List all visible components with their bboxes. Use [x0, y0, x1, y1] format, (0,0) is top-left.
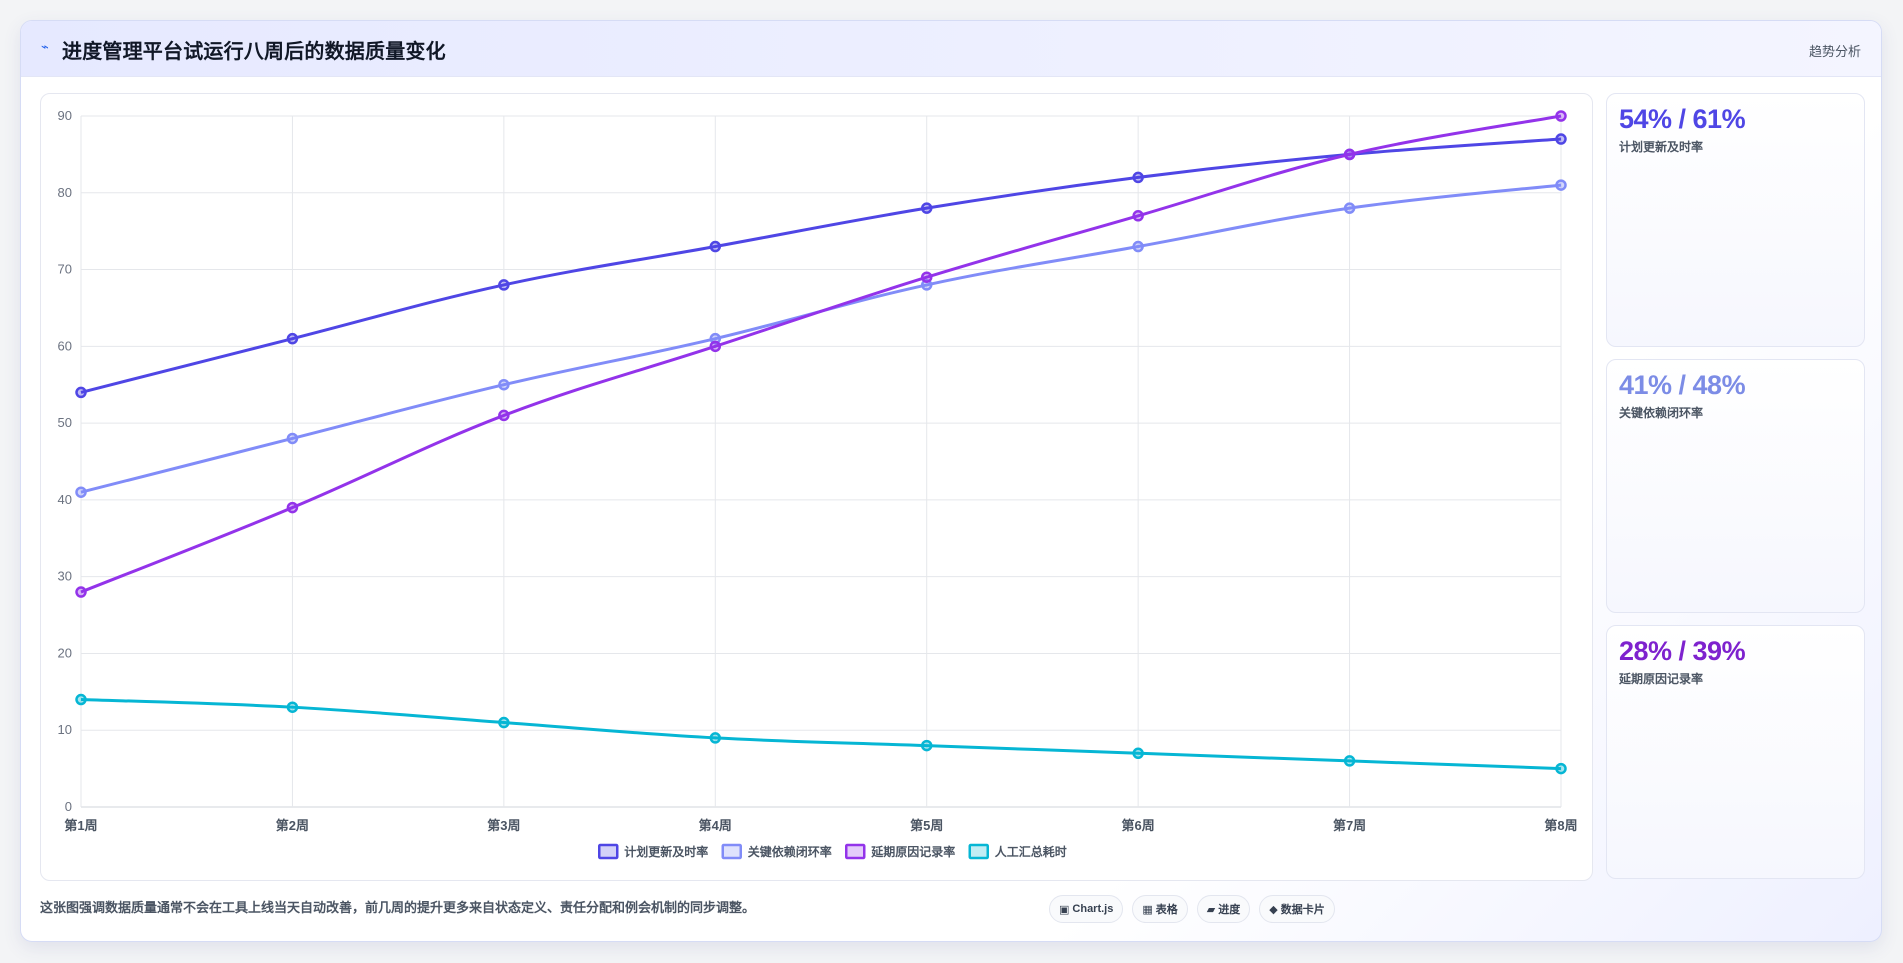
kpi-label: 延期原因记录率: [1619, 672, 1704, 686]
kpi-card-plan-update: 54% / 61% 计划更新及时率: [1606, 93, 1865, 347]
data-point: [498, 279, 510, 291]
chart-line-icon: ⌁: [41, 39, 49, 54]
data-point: [498, 378, 510, 391]
legend-label: 计划更新及时率: [624, 844, 708, 859]
y-tick-label: 10: [58, 722, 72, 737]
y-tick-label: 50: [58, 415, 72, 430]
chip-label: 表格: [1155, 904, 1178, 916]
series-line-2: [80, 183, 1562, 494]
footer-note: 这张图强调数据质量通常不会在工具上线当天自动改善，前几周的提升更多来自状态定义、…: [40, 900, 756, 915]
card-header: ⌁ 进度管理平台试运行八周后的数据质量变化 趋势分析: [21, 21, 1881, 77]
kpi-label: 计划更新及时率: [1619, 140, 1704, 154]
data-point: [1555, 110, 1567, 122]
x-tick-label: 第4周: [699, 818, 732, 833]
legend-swatch: [968, 843, 989, 860]
data-point: [286, 701, 299, 713]
series-line-1: [80, 137, 1562, 394]
x-tick-label: 第1周: [64, 818, 97, 833]
data-point: [1343, 202, 1356, 214]
series-line-4: [80, 698, 1562, 771]
data-point: [1343, 148, 1356, 161]
line-chart: 0 10 20 30 40 50 60 70 80 90 第1周 第2周 第3周 第4周 第5周 第6周 第7周…: [58, 108, 1578, 860]
data-point: [709, 340, 722, 353]
data-point: [286, 501, 299, 514]
chip-progress[interactable]: ▰ 进度: [1196, 895, 1251, 923]
data-point: [1343, 755, 1356, 767]
page-title: 进度管理平台试运行八周后的数据质量变化: [62, 41, 446, 63]
data-point: [1555, 762, 1567, 775]
kpi-value: 28% / 39%: [1619, 636, 1746, 666]
kpi-label: 关键依赖闭环率: [1619, 406, 1704, 420]
x-tick-label: 第5周: [910, 818, 943, 833]
kpi-card-dependency-closure: 41% / 48% 关键依赖闭环率: [1606, 359, 1865, 613]
tag-chips: ▣ Chart.js ▦ 表格 ▰ 进度 ◆ 数据卡片: [1049, 895, 1335, 923]
data-card-icon: ◆: [1269, 903, 1278, 916]
data-point: [709, 332, 722, 345]
y-tick-label: 70: [58, 262, 72, 277]
x-tick-label: 第8周: [1544, 818, 1577, 833]
data-point: [920, 279, 933, 291]
chip-label: 数据卡片: [1280, 904, 1325, 916]
x-tick-label: 第6周: [1122, 818, 1155, 833]
data-point: [286, 432, 299, 445]
data-point: [75, 693, 87, 706]
y-tick-label: 80: [58, 185, 72, 200]
chip-label: 进度: [1218, 904, 1241, 916]
data-point: [920, 739, 933, 752]
y-tick-label: 30: [58, 569, 72, 584]
data-point: [75, 586, 87, 598]
y-tick-label: 90: [58, 108, 72, 123]
data-point: [75, 386, 87, 399]
legend-label: 延期原因记录率: [870, 844, 955, 859]
y-tick-label: 0: [65, 799, 72, 814]
legend-label: 关键依赖闭环率: [748, 844, 832, 859]
data-point: [920, 271, 933, 283]
x-tick-label: 第3周: [487, 818, 520, 833]
data-point: [709, 240, 722, 253]
chip-label: Chart.js: [1072, 903, 1114, 915]
plot-panel: 0 10 20 30 40 50 60 70 80 90 第1周 第2周 第3周 第4周 第5周 第6周 第7周…: [40, 93, 1593, 881]
data-point: [920, 202, 933, 214]
data-point: [498, 716, 510, 729]
trend-analysis-label: 趋势分析: [1808, 44, 1861, 59]
kpi-value: 41% / 48%: [1619, 370, 1746, 400]
data-point: [498, 409, 510, 422]
y-tick-label: 40: [58, 492, 72, 507]
data-point: [709, 732, 722, 744]
y-tick-label: 60: [58, 338, 72, 353]
kpi-card-delay-reason: 28% / 39% 延期原因记录率: [1606, 625, 1865, 879]
chip-table[interactable]: ▦ 表格: [1132, 895, 1188, 923]
legend-swatch: [721, 843, 742, 860]
legend-swatch: [598, 843, 619, 860]
data-point: [1132, 240, 1144, 253]
x-tick-label: 第2周: [276, 818, 309, 833]
legend-label: 人工汇总耗时: [995, 844, 1067, 859]
data-point: [75, 486, 87, 498]
data-point: [1555, 179, 1567, 191]
y-tick-label: 20: [58, 645, 72, 660]
chip-data-card[interactable]: ◆ 数据卡片: [1259, 895, 1335, 923]
progress-icon: ▰: [1206, 903, 1216, 916]
table-icon: ▦: [1142, 903, 1153, 916]
data-point: [1132, 210, 1144, 222]
chip-chartjs[interactable]: ▣ Chart.js: [1049, 895, 1124, 923]
x-tick-label: 第7周: [1333, 818, 1366, 833]
series-line-3: [80, 114, 1562, 594]
data-point: [286, 332, 299, 345]
chart-icon: ▣: [1059, 903, 1070, 916]
data-point: [1555, 133, 1567, 145]
data-point: [1132, 747, 1144, 760]
data-point: [1132, 171, 1144, 184]
legend-swatch: [845, 843, 866, 860]
kpi-value: 54% / 61%: [1619, 104, 1746, 134]
chart-card: ⌁ 进度管理平台试运行八周后的数据质量变化 趋势分析 0 10 20 30 40 50 60…: [20, 20, 1882, 942]
